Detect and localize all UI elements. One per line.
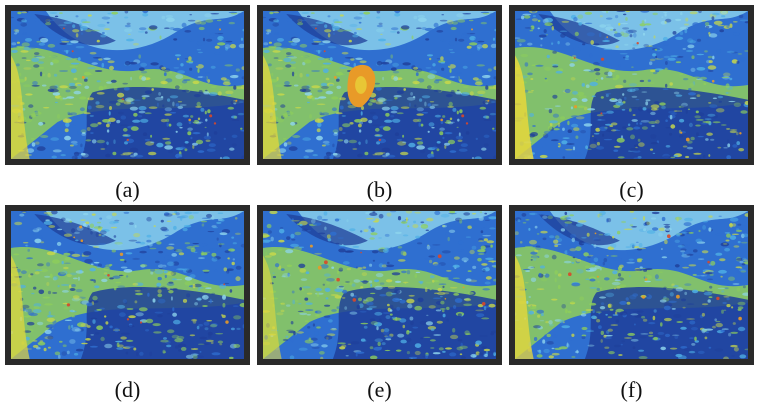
panel-caption: (d) <box>114 377 141 402</box>
panel-caption: (c) <box>619 177 644 202</box>
heatmap-image <box>515 211 748 359</box>
image-frame <box>5 5 250 165</box>
image-frame <box>509 205 754 365</box>
heatmap-image <box>263 11 496 159</box>
image-frame <box>257 205 502 365</box>
image-frame <box>257 5 502 165</box>
image-frame <box>5 205 250 365</box>
panel-caption: (f) <box>620 377 643 402</box>
heatmap-image <box>11 11 244 159</box>
heatmap-image <box>515 11 748 159</box>
panel-caption: (a) <box>115 177 140 202</box>
image-frame <box>509 5 754 165</box>
heatmap-image <box>263 211 496 359</box>
heatmap-image <box>11 211 244 359</box>
panel-caption: (e) <box>367 377 392 402</box>
panel-caption: (b) <box>366 177 393 202</box>
